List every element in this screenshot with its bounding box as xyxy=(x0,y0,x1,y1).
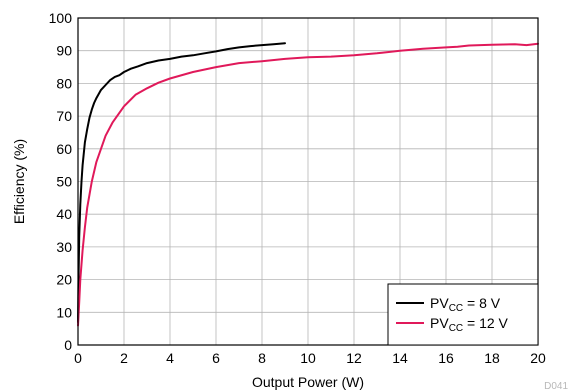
legend-label-2: PVCC = 12 V xyxy=(430,315,509,334)
figure-id-watermark: D041 xyxy=(544,381,568,391)
series-lines xyxy=(77,42,539,327)
y-tick-label: 30 xyxy=(56,239,72,255)
x-axis-title: Output Power (W) xyxy=(252,374,364,390)
x-tick-label: 6 xyxy=(212,350,220,366)
x-tick-label: 12 xyxy=(346,350,362,366)
series-line-2 xyxy=(77,42,539,327)
x-tick-label: 14 xyxy=(392,350,408,366)
legend-box xyxy=(387,283,539,346)
series-line-1 xyxy=(77,42,286,324)
y-axis-ticks: 0 10 20 30 40 50 60 70 80 90 100 xyxy=(49,10,73,353)
x-tick-label: 4 xyxy=(166,350,174,366)
y-tick-label: 100 xyxy=(49,10,73,26)
y-tick-label: 10 xyxy=(56,304,72,320)
y-tick-label: 20 xyxy=(56,272,72,288)
plot-frame xyxy=(77,17,539,346)
grid-lines xyxy=(78,18,538,345)
y-tick-label: 90 xyxy=(56,43,72,59)
y-tick-label: 50 xyxy=(56,174,72,190)
y-tick-label: 60 xyxy=(56,141,72,157)
y-tick-label: 40 xyxy=(56,206,72,222)
x-tick-label: 18 xyxy=(484,350,500,366)
x-tick-label: 2 xyxy=(120,350,128,366)
x-tick-label: 20 xyxy=(530,350,546,366)
x-axis-ticks: 0 2 4 6 8 10 12 14 16 18 20 xyxy=(74,350,546,366)
legend-label-1: PVCC = 8 V xyxy=(430,295,501,314)
x-tick-label: 0 xyxy=(74,350,82,366)
y-tick-label: 80 xyxy=(56,75,72,91)
x-tick-label: 8 xyxy=(258,350,266,366)
y-tick-label: 0 xyxy=(64,337,72,353)
y-axis-title: Efficiency (%) xyxy=(11,139,27,224)
x-tick-label: 16 xyxy=(438,350,454,366)
y-tick-label: 70 xyxy=(56,108,72,124)
x-tick-label: 10 xyxy=(300,350,316,366)
